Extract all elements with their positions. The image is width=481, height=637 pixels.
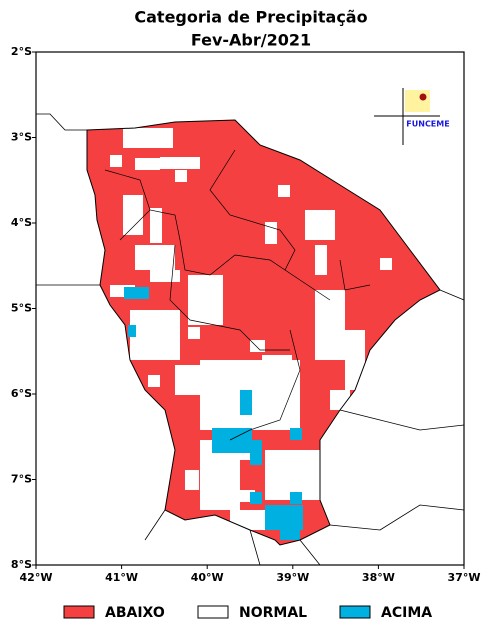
y-tick-label: 8°S <box>11 558 32 571</box>
legend-swatch <box>63 605 95 619</box>
legend-swatch <box>339 605 371 619</box>
legend-swatch <box>197 605 229 619</box>
legend-label: NORMAL <box>239 605 307 621</box>
y-tick-label: 2°S <box>11 45 32 58</box>
region-borders <box>104 149 371 441</box>
x-tick-label: 37°W <box>448 571 481 584</box>
y-tick-label: 7°S <box>11 473 32 486</box>
legend-label: ABAIXO <box>105 605 165 621</box>
x-tick-label: 39°W <box>276 571 309 584</box>
logo-box <box>405 90 430 112</box>
chart-title: Categoria de Precipitação <box>134 8 367 27</box>
y-tick-label: 3°S <box>11 131 32 144</box>
neighbor-borders <box>36 113 465 566</box>
x-tick-label: 38°W <box>362 571 395 584</box>
legend-label: ACIMA <box>381 605 432 621</box>
x-tick-label: 42°W <box>20 571 53 584</box>
map <box>36 113 465 566</box>
y-tick-label: 5°S <box>11 302 32 315</box>
y-tick-label: 4°S <box>11 216 32 229</box>
above-cells <box>124 287 303 540</box>
x-tick-label: 40°W <box>191 571 224 584</box>
logo-dot <box>419 93 427 101</box>
chart-subtitle: Fev-Abr/2021 <box>191 31 311 50</box>
logo-text: FUNCEME <box>406 120 449 129</box>
logo: FUNCEME <box>374 88 450 145</box>
x-tick-label: 41°W <box>105 571 138 584</box>
y-tick-label: 6°S <box>11 387 32 400</box>
